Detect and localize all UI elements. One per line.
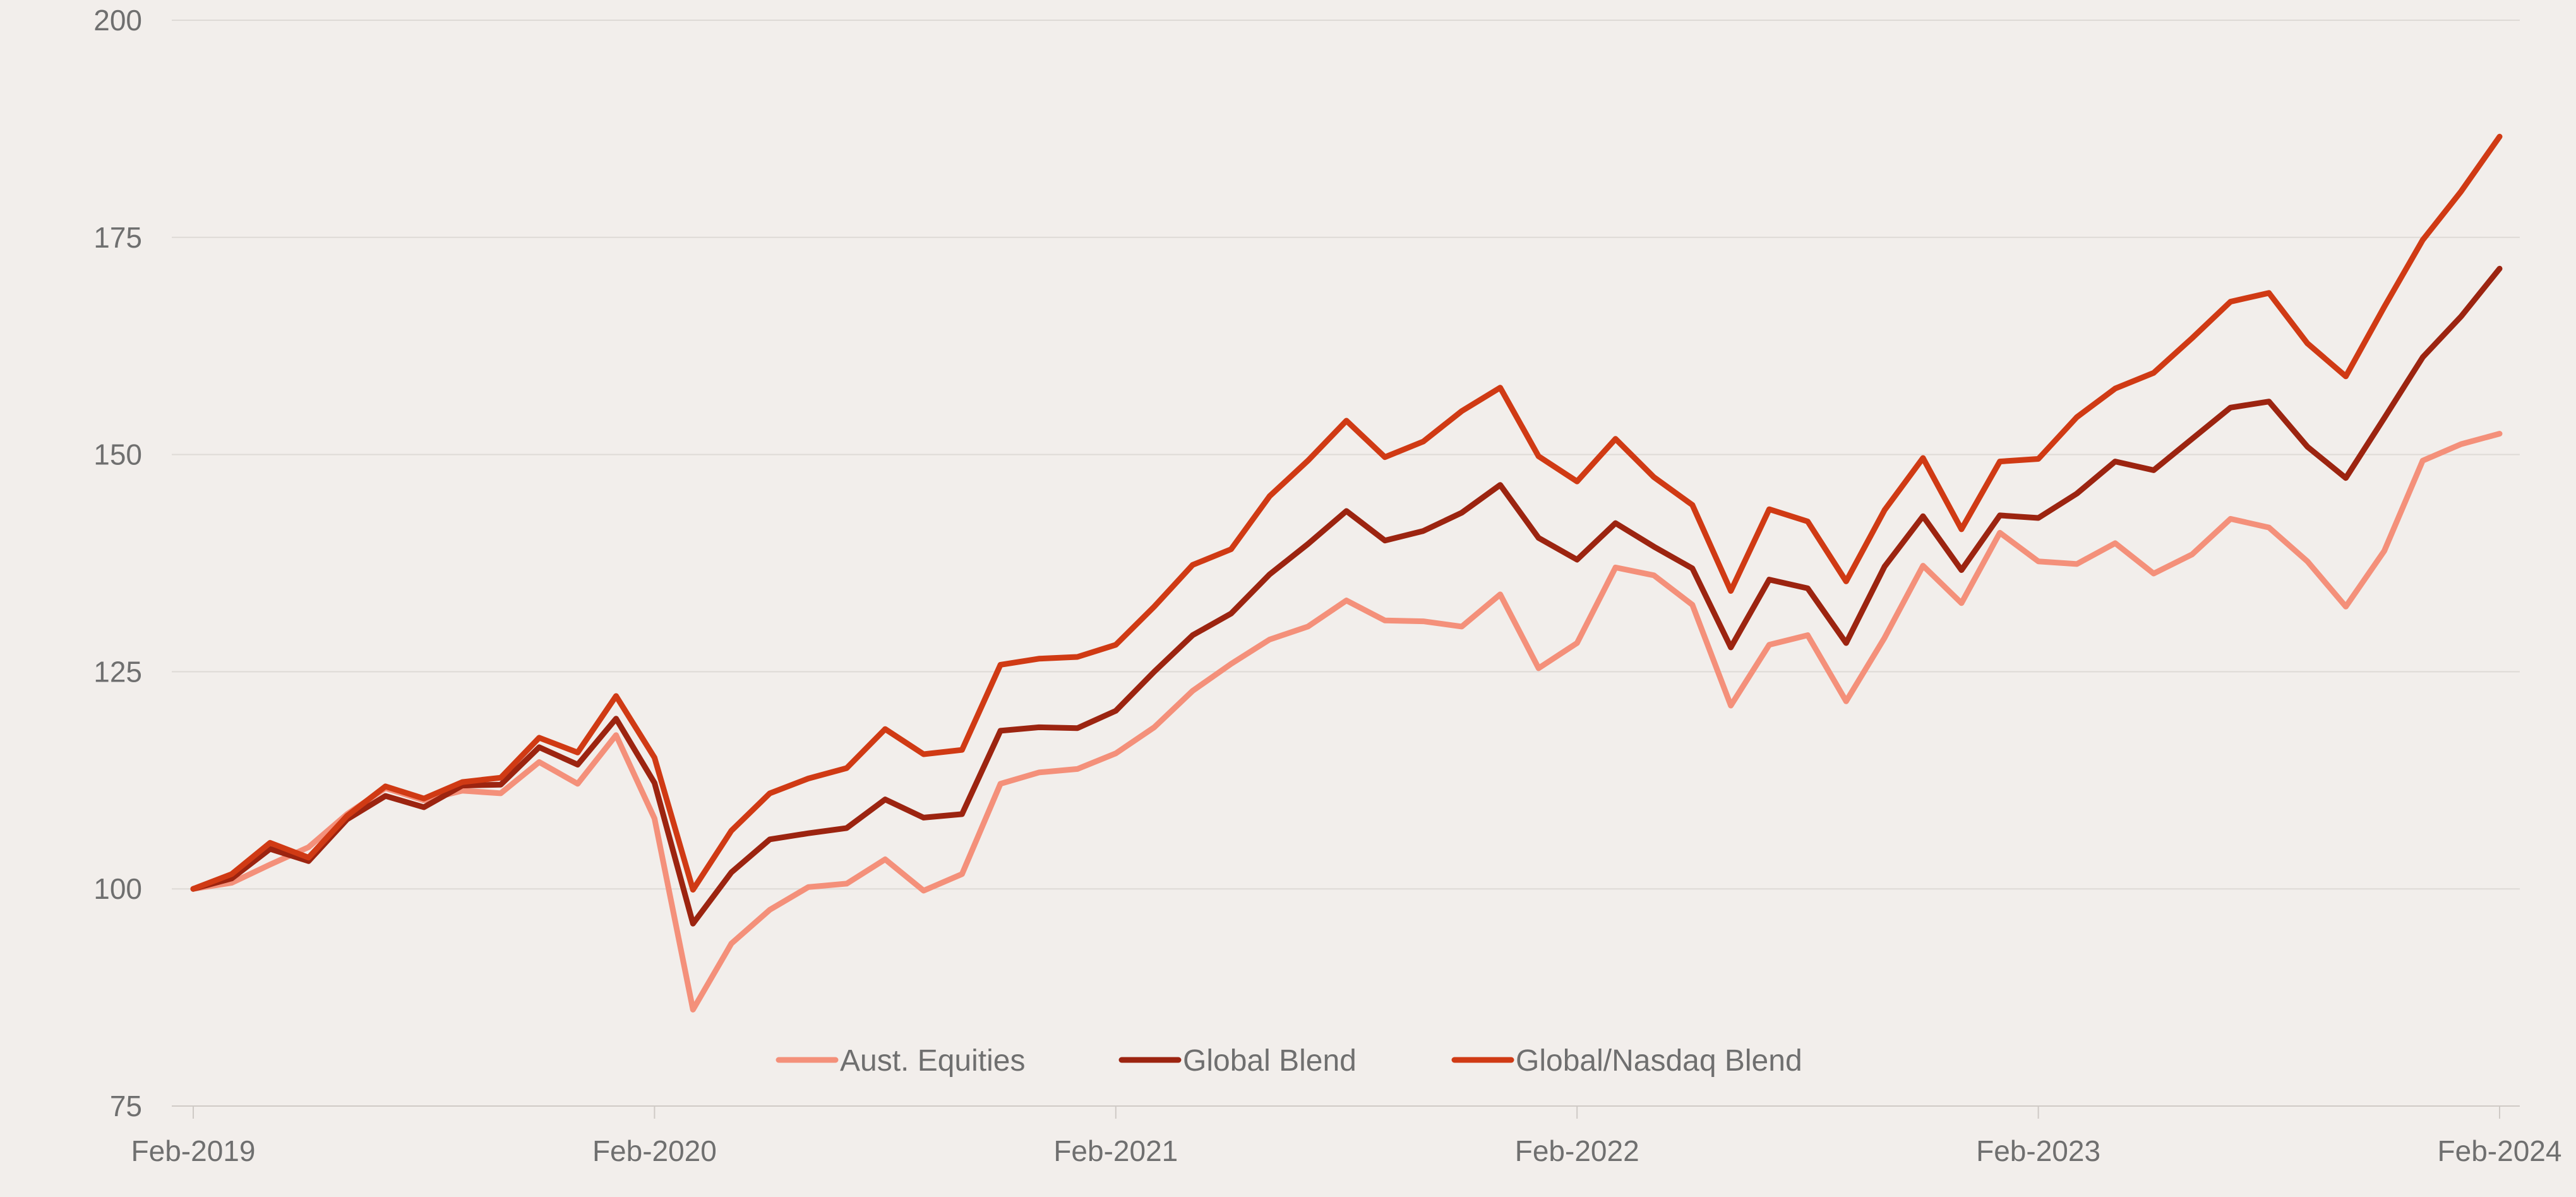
x-axis: [193, 1106, 2500, 1119]
series-lines: [190, 133, 2503, 1013]
y-tick-label: 200: [93, 4, 142, 37]
x-tick-label: Feb-2022: [1515, 1134, 1639, 1167]
y-tick-label: 75: [110, 1090, 142, 1122]
tick-labels: 75 100 125 150 175 200 Feb-2019 Feb-2020 Feb-202…: [93, 4, 2561, 1167]
legend-label: Global/Nasdaq Blend: [1516, 1044, 1802, 1078]
x-tick-label: Feb-2021: [1053, 1134, 1178, 1167]
x-tick-label: Feb-2019: [131, 1134, 256, 1167]
y-tick-label: 125: [93, 655, 142, 688]
series-line-aust-equities: [190, 431, 2503, 1013]
y-tick-label: 175: [93, 221, 142, 254]
y-tick-label: 100: [93, 872, 142, 905]
legend-label: Global Blend: [1183, 1044, 1357, 1078]
series-line-global-nasdaq-blend: [190, 133, 2503, 893]
x-tick-label: Feb-2020: [592, 1134, 717, 1167]
legend-label: Aust. Equities: [840, 1044, 1025, 1078]
y-tick-label: 150: [93, 438, 142, 471]
x-tick-label: Feb-2023: [1976, 1134, 2100, 1167]
legend: Aust. Equities Global Blend Global/Nasdaq …: [776, 1044, 1802, 1078]
x-tick-label: Feb-2024: [2438, 1134, 2562, 1167]
gridlines: [172, 20, 2520, 1107]
series-line-global-blend: [190, 265, 2503, 927]
